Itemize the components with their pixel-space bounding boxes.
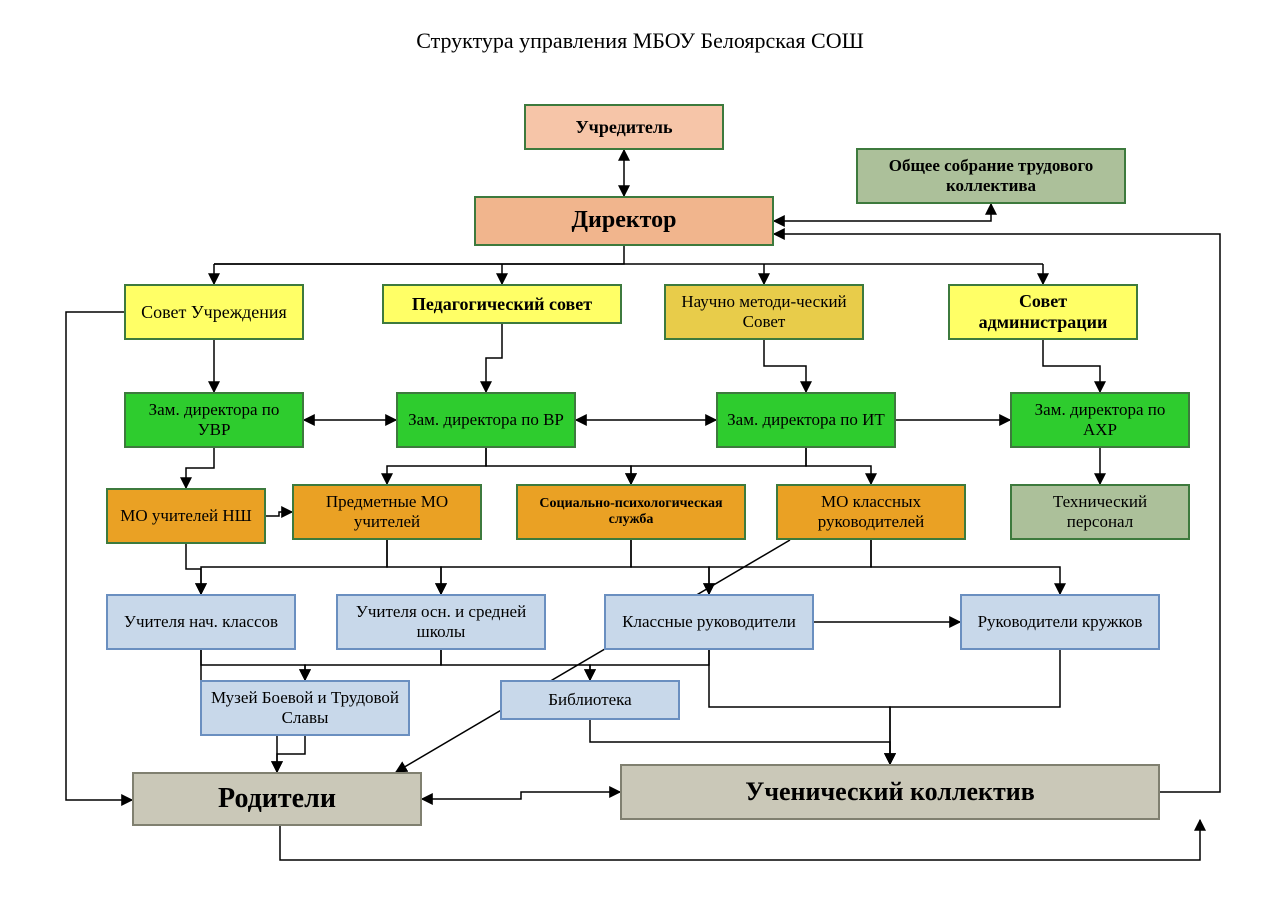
node-dep_uvr: Зам. директора по УВР	[124, 392, 304, 448]
node-museum: Музей Боевой и Трудовой Славы	[200, 680, 410, 736]
node-t_nach: Учителя нач. классов	[106, 594, 296, 650]
node-dep_it: Зам. директора по ИТ	[716, 392, 896, 448]
node-director: Директор	[474, 196, 774, 246]
node-dep_vr: Зам. директора по ВР	[396, 392, 576, 448]
node-assembly: Общее собрание трудового коллектива	[856, 148, 1126, 204]
org-chart: Структура управления МБОУ Белоярская СОШ…	[0, 0, 1280, 916]
node-students: Ученический коллектив	[620, 764, 1160, 820]
node-t_mid: Учителя осн. и средней школы	[336, 594, 546, 650]
node-founder: Учредитель	[524, 104, 724, 150]
node-admin_council: Совет администрации	[948, 284, 1138, 340]
node-tech: Технический персонал	[1010, 484, 1190, 540]
node-mo_subj: Предметные МО учителей	[292, 484, 482, 540]
node-circles: Руководители кружков	[960, 594, 1160, 650]
node-parents: Родители	[132, 772, 422, 826]
node-class_r: Классные руководители	[604, 594, 814, 650]
node-mo_nsh: МО учителей НШ	[106, 488, 266, 544]
node-dep_ahr: Зам. директора по АХР	[1010, 392, 1190, 448]
node-sci_council: Научно методи-ческий Совет	[664, 284, 864, 340]
node-library: Библиотека	[500, 680, 680, 720]
node-council_inst: Совет Учреждения	[124, 284, 304, 340]
node-mo_class: МО классных руководителей	[776, 484, 966, 540]
chart-title: Структура управления МБОУ Белоярская СОШ	[360, 28, 920, 54]
node-ped_council: Педагогический совет	[382, 284, 622, 324]
node-psych: Социально-психологическая служба	[516, 484, 746, 540]
